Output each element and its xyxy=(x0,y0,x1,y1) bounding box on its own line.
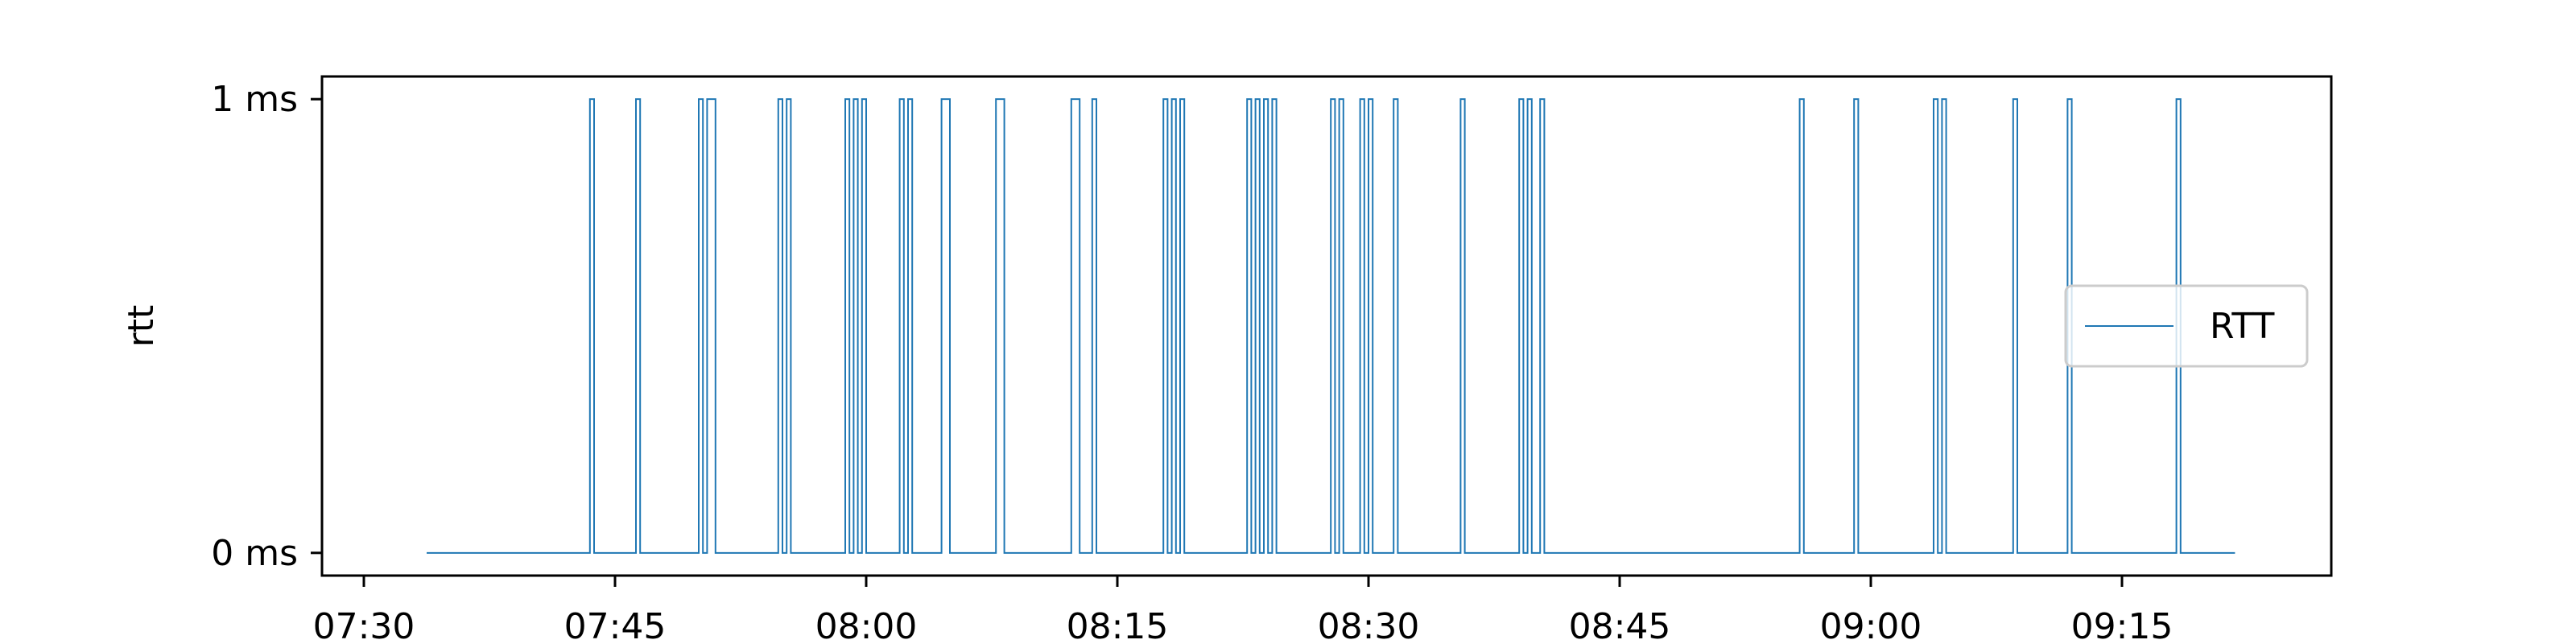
y-axis: 0 ms 1 ms xyxy=(211,79,322,574)
legend: RTT xyxy=(2064,284,2309,368)
y-tick-label: 1 ms xyxy=(211,79,298,120)
x-tick-label: 09:00 xyxy=(1820,606,1922,644)
series-layer xyxy=(427,98,2235,554)
y-axis-label: rtt xyxy=(121,305,162,348)
plot-frame xyxy=(320,75,2333,577)
y-tick-label: 0 ms xyxy=(211,533,298,574)
x-tick-label: 08:00 xyxy=(815,606,918,644)
x-tick-label: 08:45 xyxy=(1569,606,1671,644)
legend-box xyxy=(2064,284,2309,368)
series-line-rtt xyxy=(427,98,2235,554)
x-tick-label: 09:15 xyxy=(2071,606,2174,644)
x-tick-label: 08:15 xyxy=(1067,606,1169,644)
x-tick-label: 07:30 xyxy=(313,606,415,644)
x-tick-label: 08:30 xyxy=(1318,606,1420,644)
x-axis: 07:30 07:45 08:00 08:15 08:30 08:45 09:00 09:15 xyxy=(313,576,2174,644)
x-tick-label: 07:45 xyxy=(564,606,667,644)
legend-entry-rtt: RTT xyxy=(2210,306,2274,347)
